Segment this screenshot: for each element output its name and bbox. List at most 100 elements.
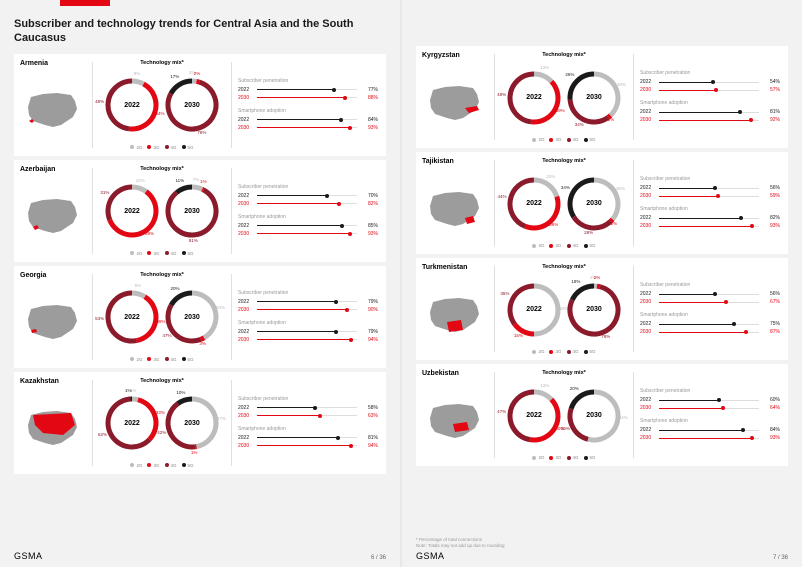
region-map xyxy=(425,292,485,338)
bar-value: 59% xyxy=(762,193,780,199)
legend-item: 5G xyxy=(584,455,596,460)
region-map xyxy=(23,193,83,239)
legend-item: 3G xyxy=(549,137,561,142)
mix-title: Technology mix* xyxy=(501,264,627,270)
bar-dot xyxy=(714,88,718,92)
bar-track xyxy=(257,301,357,302)
donut-chart: 203047%1%42%10% xyxy=(164,395,220,451)
bar-row: 2022 85% xyxy=(238,222,378,230)
bar-year: 2030 xyxy=(640,299,656,305)
bar-row: 2022 54% xyxy=(640,78,780,86)
bar-value: 94% xyxy=(360,443,378,449)
donut-year-label: 2022 xyxy=(506,388,562,444)
bar-track xyxy=(659,188,759,189)
donut-year-label: 2030 xyxy=(164,395,220,451)
bar-dot xyxy=(741,428,745,432)
donut-chart: 202213%39%48% xyxy=(506,70,562,126)
donut-year-label: 2022 xyxy=(104,289,160,345)
bar-value: 67% xyxy=(762,299,780,305)
bar-value: 82% xyxy=(360,201,378,207)
separator xyxy=(494,372,495,458)
bar-year: 2022 xyxy=(238,435,254,441)
bar-dot xyxy=(749,118,753,122)
legend-item: 2G xyxy=(532,137,544,142)
country-name: Kyrgyzstan xyxy=(422,52,488,59)
bar-row: 2030 64% xyxy=(640,404,780,412)
metric-group: Smartphone adoption 2022 81% 2030 94% xyxy=(238,426,378,450)
mix-column: Technology mix* 202213%39%48% 203038%2%3… xyxy=(501,52,627,142)
bar-value: 54% xyxy=(762,79,780,85)
country-name: Georgia xyxy=(20,272,86,279)
country-card: Georgia Technology mix* 20229%38%53% 203… xyxy=(14,266,386,368)
legend: 2G3G4G5G xyxy=(501,455,627,460)
donut-chart: 20303%2%78%17% xyxy=(164,77,220,133)
bar-row: 2030 82% xyxy=(238,200,378,208)
bar-row: 2030 92% xyxy=(640,116,780,124)
metric-group: Subscriber penetration 2022 58% 2030 63% xyxy=(238,396,378,420)
bar-value: 58% xyxy=(360,405,378,411)
bar-track xyxy=(659,226,759,227)
bar-fill xyxy=(659,82,713,83)
bar-year: 2030 xyxy=(238,413,254,419)
bar-track xyxy=(257,331,357,332)
report-spread: Subscriber and technology trends for Cen… xyxy=(0,0,802,567)
donut-year-label: 2030 xyxy=(566,282,622,338)
bars-column: Subscriber penetration 2022 58% 2030 63%… xyxy=(238,378,378,468)
metric-group: Smartphone adoption 2022 84% 2030 93% xyxy=(238,108,378,132)
title-spacer xyxy=(416,14,788,46)
bars-column: Subscriber penetration 2022 70% 2030 82%… xyxy=(238,166,378,256)
metric-group: Subscriber penetration 2022 54% 2030 57% xyxy=(640,70,780,94)
legend-item: 4G xyxy=(165,463,177,468)
bar-value: 75% xyxy=(762,321,780,327)
bar-fill xyxy=(257,233,350,234)
bar-value: 60% xyxy=(762,397,780,403)
bar-track xyxy=(257,225,357,226)
bar-dot xyxy=(713,292,717,296)
bar-year: 2030 xyxy=(238,95,254,101)
bar-fill xyxy=(659,324,734,325)
donut-year-label: 2022 xyxy=(506,282,562,338)
legend-item: 4G xyxy=(567,455,579,460)
bar-row: 2022 79% xyxy=(238,298,378,306)
accent-bar xyxy=(60,0,110,6)
bar-fill xyxy=(257,89,334,90)
donut-segment-label: 47% xyxy=(217,417,226,422)
bar-track xyxy=(257,339,357,340)
bar-year: 2030 xyxy=(640,117,656,123)
bar-year: 2022 xyxy=(640,109,656,115)
bar-fill xyxy=(257,195,327,196)
country-card: Kazakhstan Technology mix* 20224%33%62%1… xyxy=(14,372,386,474)
bar-year: 2030 xyxy=(640,193,656,199)
bar-year: 2030 xyxy=(640,87,656,93)
bar-row: 2022 81% xyxy=(640,108,780,116)
donut-segment-label: 39% xyxy=(556,109,565,114)
bar-value: 92% xyxy=(762,117,780,123)
mix-title: Technology mix* xyxy=(99,378,225,384)
separator xyxy=(231,62,232,148)
mix-title: Technology mix* xyxy=(99,60,225,66)
bar-track xyxy=(659,90,759,91)
bar-row: 2030 63% xyxy=(238,412,378,420)
donut-segment-label: 13% xyxy=(540,384,549,389)
bar-value: 93% xyxy=(360,125,378,131)
metric-group: Subscriber penetration 2022 77% 2030 88% xyxy=(238,78,378,102)
bar-value: 94% xyxy=(360,337,378,343)
donut-segment-label: 44% xyxy=(498,195,507,200)
metric-group: Smartphone adoption 2022 81% 2030 92% xyxy=(640,100,780,124)
bar-year: 2030 xyxy=(238,125,254,131)
bar-dot xyxy=(739,216,743,220)
donut-year-label: 2022 xyxy=(104,77,160,133)
legend-item: 5G xyxy=(182,251,194,256)
bar-fill xyxy=(257,445,351,446)
donut-year-label: 2030 xyxy=(164,77,220,133)
bar-row: 2022 56% xyxy=(640,184,780,192)
separator xyxy=(633,372,634,458)
bar-value: 81% xyxy=(762,109,780,115)
gsma-logo: GSMA xyxy=(416,551,445,561)
separator xyxy=(633,266,634,352)
bar-track xyxy=(659,120,759,121)
bar-fill xyxy=(659,294,715,295)
legend: 2G3G4G5G xyxy=(99,145,225,150)
footnote: * Percentage of total connectionsNote: T… xyxy=(416,537,788,549)
legend-item: 3G xyxy=(549,349,561,354)
